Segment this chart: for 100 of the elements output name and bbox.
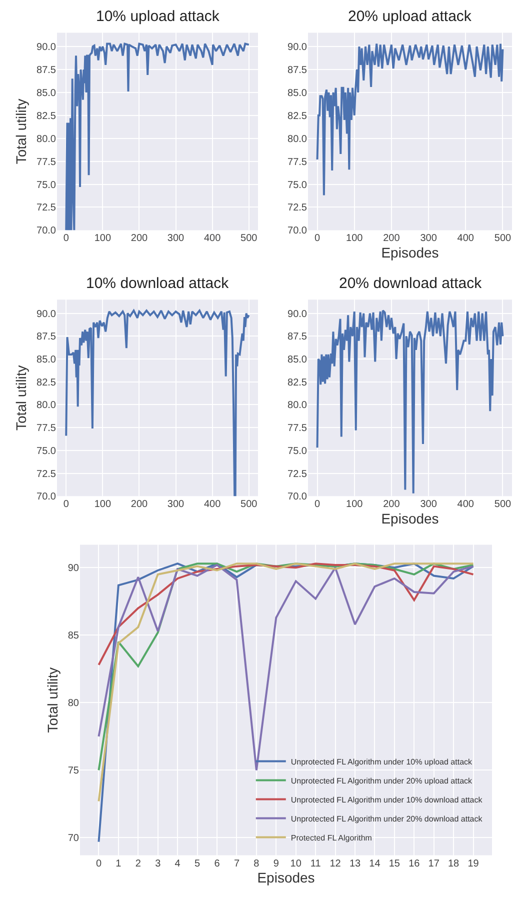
y-tick-label: 72.5 — [288, 468, 308, 480]
x-tick-label: 400 — [457, 499, 474, 510]
y-tick-label: 82.5 — [36, 110, 56, 122]
x-tick-label: 200 — [130, 499, 148, 510]
x-tick-label: 500 — [494, 233, 512, 244]
x-tick-label: 100 — [346, 499, 364, 510]
y-tick-label: 90.0 — [36, 42, 56, 54]
y-tick-label: 70.0 — [36, 226, 56, 237]
x-tick-label: 300 — [167, 499, 185, 510]
x-tick-label: 19 — [468, 858, 480, 870]
y-tick-label: 80.0 — [288, 400, 308, 412]
y-tick-label: 85.0 — [36, 354, 56, 366]
y-tick-label: 90 — [68, 563, 80, 574]
x-tick-label: 13 — [349, 858, 361, 870]
y-tick-label: 75.0 — [36, 446, 56, 457]
x-tick-label: 0 — [63, 499, 70, 510]
x-axis-title: Episodes — [381, 244, 439, 260]
legend-label: Unprotected FL Algorithm under 10% download attack — [290, 795, 484, 804]
x-tick-label: 14 — [369, 858, 381, 870]
y-tick-label: 80.0 — [288, 134, 308, 145]
x-tick-label: 0 — [96, 858, 102, 870]
x-tick-label: 400 — [457, 233, 474, 244]
y-tick-label: 90.0 — [36, 308, 56, 320]
x-tick-label: 5 — [194, 858, 201, 870]
y-tick-label: 72.5 — [288, 202, 308, 214]
legend-label: Protected FL Algorithm — [290, 833, 372, 842]
y-tick-label: 77.5 — [36, 423, 56, 434]
chart-title: 10% download attack — [86, 275, 230, 292]
x-tick-label: 17 — [428, 858, 440, 870]
x-tick-label: 0 — [314, 499, 320, 510]
y-tick-label: 85.0 — [36, 88, 56, 99]
x-tick-label: 4 — [174, 858, 181, 870]
chart-title: 20% download attack — [339, 275, 482, 292]
x-tick-label: 100 — [346, 233, 364, 244]
y-tick-label: 85 — [68, 630, 80, 642]
y-tick-label: 85.0 — [288, 88, 308, 99]
y-tick-label: 77.5 — [288, 423, 308, 434]
y-axis-title: Total utility — [44, 667, 60, 733]
x-tick-label: 400 — [204, 233, 222, 244]
line-series — [98, 562, 474, 666]
x-tick-label: 6 — [214, 858, 220, 870]
x-tick-label: 18 — [448, 858, 460, 870]
x-tick-label: 16 — [408, 858, 420, 870]
x-tick-label: 0 — [63, 233, 70, 244]
legend-label: Unprotected FL Algorithm under 10% upload attack — [290, 757, 474, 766]
y-tick-label: 70.0 — [36, 492, 56, 503]
x-tick-label: 2 — [135, 858, 142, 870]
y-tick-label: 72.5 — [36, 468, 56, 480]
x-tick-label: 400 — [204, 499, 222, 510]
x-tick-label: 500 — [240, 499, 258, 510]
x-tick-label: 100 — [94, 499, 112, 510]
x-axis-title: Episodes — [257, 870, 315, 886]
x-tick-label: 300 — [420, 233, 438, 244]
x-tick-label: 8 — [254, 858, 260, 870]
line-series — [316, 42, 504, 196]
x-tick-label: 0 — [314, 233, 320, 244]
y-tick-label: 87.5 — [36, 332, 56, 343]
x-tick-label: 200 — [383, 233, 400, 244]
y-tick-label: 80.0 — [36, 134, 56, 145]
x-tick-label: 9 — [273, 858, 280, 870]
x-tick-label: 15 — [388, 858, 400, 870]
y-tick-label: 77.5 — [36, 156, 56, 168]
x-tick-label: 200 — [130, 233, 148, 244]
x-tick-label: 12 — [330, 858, 342, 870]
legend-label: Unprotected FL Algorithm under 20% download attack — [290, 814, 484, 824]
x-tick-label: 300 — [420, 499, 438, 510]
y-tick-label: 87.5 — [288, 64, 308, 76]
y-tick-label: 87.5 — [36, 64, 56, 76]
x-tick-label: 7 — [234, 858, 240, 870]
y-tick-label: 82.5 — [288, 110, 308, 122]
y-tick-label: 90.0 — [288, 308, 308, 320]
y-tick-label: 72.5 — [36, 202, 56, 214]
chart-title: 20% upload attack — [348, 8, 472, 25]
x-tick-label: 11 — [310, 858, 322, 870]
x-tick-label: 200 — [383, 499, 400, 510]
x-tick-label: 3 — [155, 858, 162, 870]
y-tick-label: 75.0 — [288, 446, 308, 457]
x-tick-label: 300 — [167, 233, 185, 244]
x-tick-label: 500 — [240, 233, 258, 244]
y-tick-label: 87.5 — [288, 332, 308, 343]
x-axis-title: Episodes — [381, 510, 439, 526]
y-tick-label: 75 — [68, 766, 80, 777]
y-axis-title: Total utility — [13, 98, 30, 164]
x-tick-label: 10 — [290, 858, 302, 870]
y-tick-label: 80.0 — [36, 400, 56, 412]
line-series — [316, 310, 504, 494]
y-tick-label: 70.0 — [288, 492, 308, 503]
y-tick-label: 75.0 — [36, 180, 56, 191]
line-series — [65, 42, 250, 230]
y-tick-label: 70 — [68, 833, 80, 844]
y-tick-label: 82.5 — [288, 377, 308, 388]
y-tick-label: 70.0 — [288, 226, 308, 237]
legend-label: Unprotected FL Algorithm under 20% upload attack — [290, 776, 474, 786]
x-tick-label: 100 — [94, 233, 112, 244]
x-tick-label: 500 — [494, 499, 512, 510]
line-series — [65, 310, 250, 496]
x-tick-label: 1 — [116, 858, 122, 870]
y-tick-label: 82.5 — [36, 377, 56, 388]
y-tick-label: 77.5 — [288, 156, 308, 168]
y-tick-label: 80 — [68, 698, 80, 710]
